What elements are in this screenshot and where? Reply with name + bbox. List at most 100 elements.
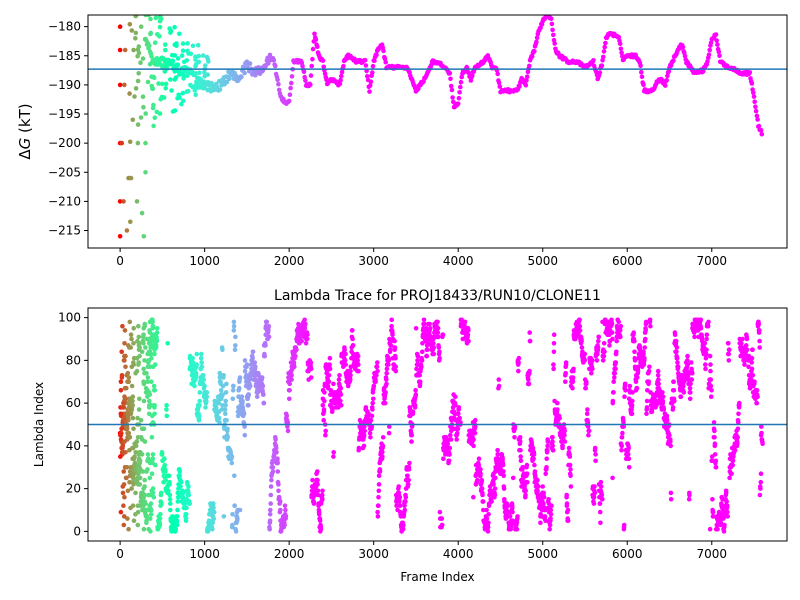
lambda-point bbox=[439, 522, 445, 528]
lambda-point bbox=[681, 390, 687, 395]
dg-point bbox=[367, 89, 372, 94]
lambda-point bbox=[629, 403, 635, 408]
dg-point bbox=[601, 54, 606, 60]
lambda-point bbox=[428, 326, 433, 331]
lambda-point bbox=[139, 426, 145, 432]
dg-point bbox=[169, 88, 174, 93]
lambda-point bbox=[723, 490, 729, 496]
lambda-point bbox=[124, 426, 130, 432]
lambda-point bbox=[512, 435, 517, 440]
lambda-point bbox=[610, 336, 615, 342]
dg-point bbox=[716, 49, 722, 55]
lambda-point bbox=[515, 514, 520, 519]
lambda-point bbox=[440, 332, 446, 338]
lambda-point bbox=[141, 398, 147, 404]
lambda-point bbox=[427, 321, 432, 327]
lambda-point bbox=[319, 492, 325, 498]
dg-point bbox=[616, 34, 622, 40]
lambda-point bbox=[242, 368, 248, 374]
dg-point bbox=[242, 70, 247, 76]
lambda-point bbox=[475, 477, 480, 483]
lambda-point bbox=[484, 516, 490, 521]
lambda-point bbox=[137, 482, 143, 487]
lambda-point bbox=[201, 373, 206, 378]
dg-x-tick-label: 1000 bbox=[189, 254, 220, 268]
lambda-point bbox=[517, 439, 523, 444]
lambda-point bbox=[262, 353, 268, 359]
lambda-point bbox=[322, 398, 327, 404]
lambda-point bbox=[158, 490, 164, 496]
lambda-point bbox=[594, 358, 600, 363]
lambda-point bbox=[175, 499, 181, 504]
dg-point bbox=[276, 87, 282, 93]
lambda-point bbox=[489, 499, 494, 504]
dg-point bbox=[170, 59, 175, 64]
lambda-point bbox=[389, 317, 395, 323]
lambda-point bbox=[168, 501, 173, 506]
dg-point bbox=[181, 59, 187, 65]
dg-point bbox=[447, 70, 453, 76]
dg-point bbox=[458, 79, 464, 85]
lambda-point bbox=[518, 447, 523, 453]
dg-point bbox=[196, 53, 202, 59]
lambda-point bbox=[122, 396, 128, 402]
dg-point bbox=[752, 99, 757, 104]
dg-x-tick-label: 6000 bbox=[612, 254, 643, 268]
lambda-point bbox=[644, 398, 650, 404]
lambda-point bbox=[510, 505, 515, 511]
dg-point bbox=[267, 52, 273, 58]
dg-point bbox=[157, 24, 163, 30]
lambda-point bbox=[130, 456, 135, 462]
lambda-point bbox=[327, 366, 333, 372]
lambda-point bbox=[480, 492, 485, 498]
lambda-point bbox=[744, 336, 750, 342]
lambda-point bbox=[142, 477, 147, 483]
lambda-point bbox=[317, 518, 323, 523]
dg-point bbox=[152, 115, 158, 120]
lambda-point bbox=[283, 514, 289, 519]
lambda-point bbox=[422, 321, 427, 327]
dg-point bbox=[754, 113, 760, 119]
lambda-point bbox=[250, 349, 256, 355]
lambda-point bbox=[740, 336, 745, 342]
lambda-point bbox=[437, 349, 442, 355]
lambda-point bbox=[722, 522, 727, 528]
lambda-y-tick-label: 100 bbox=[58, 311, 81, 325]
lambda-point bbox=[544, 456, 549, 462]
lambda-point bbox=[623, 388, 628, 393]
lambda-point bbox=[648, 323, 653, 329]
lambda-point bbox=[165, 341, 170, 346]
dg-point bbox=[151, 74, 156, 80]
dg-point bbox=[152, 40, 158, 45]
lambda-point bbox=[757, 328, 762, 333]
lambda-point bbox=[397, 503, 403, 509]
lambda-point bbox=[589, 370, 594, 376]
dg-point bbox=[138, 24, 144, 30]
lambda-point bbox=[145, 379, 150, 385]
dg-point bbox=[168, 77, 173, 82]
dg-point bbox=[638, 63, 643, 69]
lambda-point bbox=[500, 456, 506, 462]
lambda-point bbox=[376, 503, 381, 509]
lambda-point bbox=[267, 518, 273, 523]
lambda-point bbox=[485, 524, 491, 530]
dg-point bbox=[321, 64, 327, 70]
dg-point bbox=[162, 69, 168, 74]
lambda-point bbox=[343, 362, 349, 367]
lambda-point bbox=[342, 358, 348, 363]
dg-panel: 0 1000 2000 3000 4000 5000 6000 7000 −215−210−2… bbox=[16, 14, 788, 268]
lambda-point bbox=[194, 351, 200, 357]
lambda-point bbox=[275, 469, 281, 474]
lambda-point bbox=[147, 475, 153, 481]
lambda-point bbox=[713, 458, 719, 464]
lambda-point bbox=[525, 479, 530, 485]
lambda-point bbox=[316, 512, 322, 517]
lambda-point bbox=[285, 428, 291, 434]
dg-point bbox=[753, 108, 759, 114]
lambda-point bbox=[149, 379, 154, 385]
lambda-point bbox=[141, 326, 146, 331]
dg-point bbox=[170, 109, 176, 114]
lambda-point bbox=[247, 383, 253, 389]
dg-point bbox=[529, 54, 535, 59]
lambda-point bbox=[359, 420, 364, 425]
